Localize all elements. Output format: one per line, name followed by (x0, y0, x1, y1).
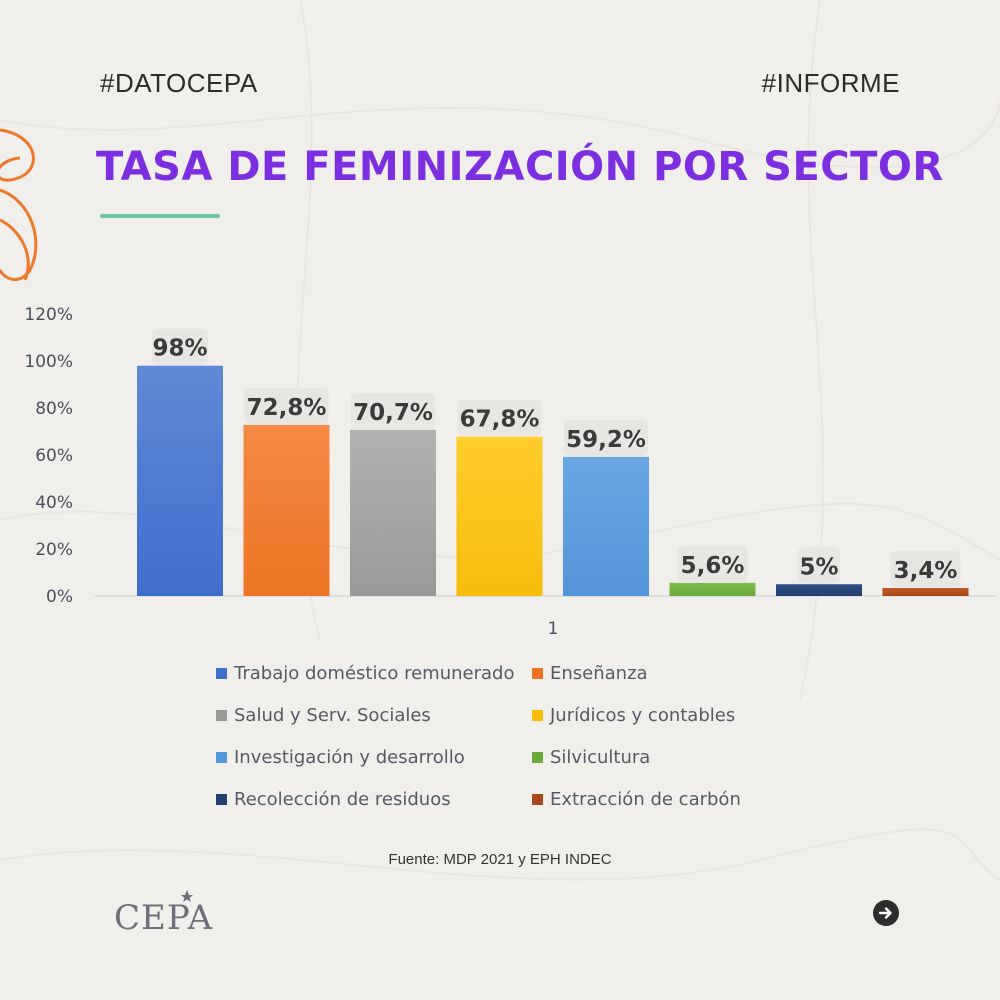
data-label-box (677, 545, 748, 582)
legend-swatch (532, 793, 543, 805)
legend-label: Silvicultura (550, 746, 651, 768)
legend-swatch (216, 793, 227, 805)
legend-label: Salud y Serv. Sociales (234, 704, 431, 726)
y-tick-label: 100% (24, 352, 73, 372)
bar-5 (563, 456, 649, 596)
y-tick-label: 0% (46, 587, 73, 607)
bar-4 (456, 436, 543, 596)
orange-swirl-decoration (0, 128, 38, 281)
arrow-right-icon (878, 907, 892, 919)
data-label-box (890, 551, 961, 588)
data-label: 67,8% (460, 407, 540, 433)
legend-label: Jurídicos y contables (550, 704, 736, 726)
legend-item: Enseñanza (532, 662, 776, 684)
y-tick-label: 40% (35, 493, 73, 513)
legend-label: Enseñanza (550, 662, 648, 684)
title-underline (100, 214, 220, 218)
legend-item: Silvicultura (532, 746, 776, 768)
data-label: 5,6% (681, 553, 745, 579)
data-label: 3,4% (894, 558, 958, 584)
data-label-box (564, 419, 648, 456)
data-label-box (152, 328, 208, 365)
data-label: 59,2% (566, 427, 646, 453)
data-label-box (351, 392, 435, 429)
next-arrow-button[interactable] (873, 900, 899, 926)
bar-chart: 0% 20% 40% 60% 80% 100% 120% 98% 72,8% 70,7% 67,8%… (24, 305, 995, 639)
legend-item: Salud y Serv. Sociales (216, 704, 532, 726)
x-tick-label: 1 (548, 619, 559, 639)
data-label-box (457, 399, 542, 436)
bar-3 (350, 429, 436, 596)
logo-star-icon (181, 890, 193, 902)
data-label-box (798, 547, 840, 584)
legend-swatch (532, 709, 543, 721)
bar-2 (243, 424, 330, 596)
cepa-logo: CEPA (114, 898, 214, 938)
legend-swatch (216, 667, 227, 679)
bar-8 (882, 588, 969, 596)
data-label: 5% (799, 554, 838, 580)
hashtag-datocepa: #DATOCEPA (100, 68, 258, 98)
legend-label: Investigación y desarrollo (234, 746, 465, 768)
y-tick-label: 20% (35, 540, 73, 560)
legend-label: Extracción de carbón (550, 788, 741, 810)
hashtag-informe: #INFORME (761, 68, 900, 98)
data-label: 72,8% (247, 395, 327, 421)
data-label: 70,7% (353, 400, 433, 426)
bar-1 (137, 365, 223, 596)
y-tick-label: 80% (35, 399, 73, 419)
legend-item: Recolección de residuos (216, 788, 532, 810)
legend-label: Recolección de residuos (234, 788, 451, 810)
legend-swatch (532, 667, 543, 679)
y-tick-label: 120% (24, 305, 73, 325)
legend-swatch (216, 709, 227, 721)
legend-swatch (216, 751, 227, 763)
chart-legend: Trabajo doméstico remunerado Enseñanza Sal… (216, 662, 776, 810)
legend-label: Trabajo doméstico remunerado (234, 662, 515, 684)
y-tick-label: 60% (35, 446, 73, 466)
legend-item: Extracción de carbón (532, 788, 776, 810)
bar-7 (776, 584, 862, 596)
page-title: TASA DE FEMINIZACIÓN POR SECTOR (96, 144, 944, 190)
bar-6 (669, 582, 756, 596)
data-label: 98% (152, 336, 207, 362)
legend-item: Investigación y desarrollo (216, 746, 532, 768)
legend-item: Jurídicos y contables (532, 704, 776, 726)
legend-swatch (532, 751, 543, 763)
legend-item: Trabajo doméstico remunerado (216, 662, 532, 684)
source-note: Fuente: MDP 2021 y EPH INDEC (388, 851, 612, 868)
data-label-box (244, 387, 329, 424)
